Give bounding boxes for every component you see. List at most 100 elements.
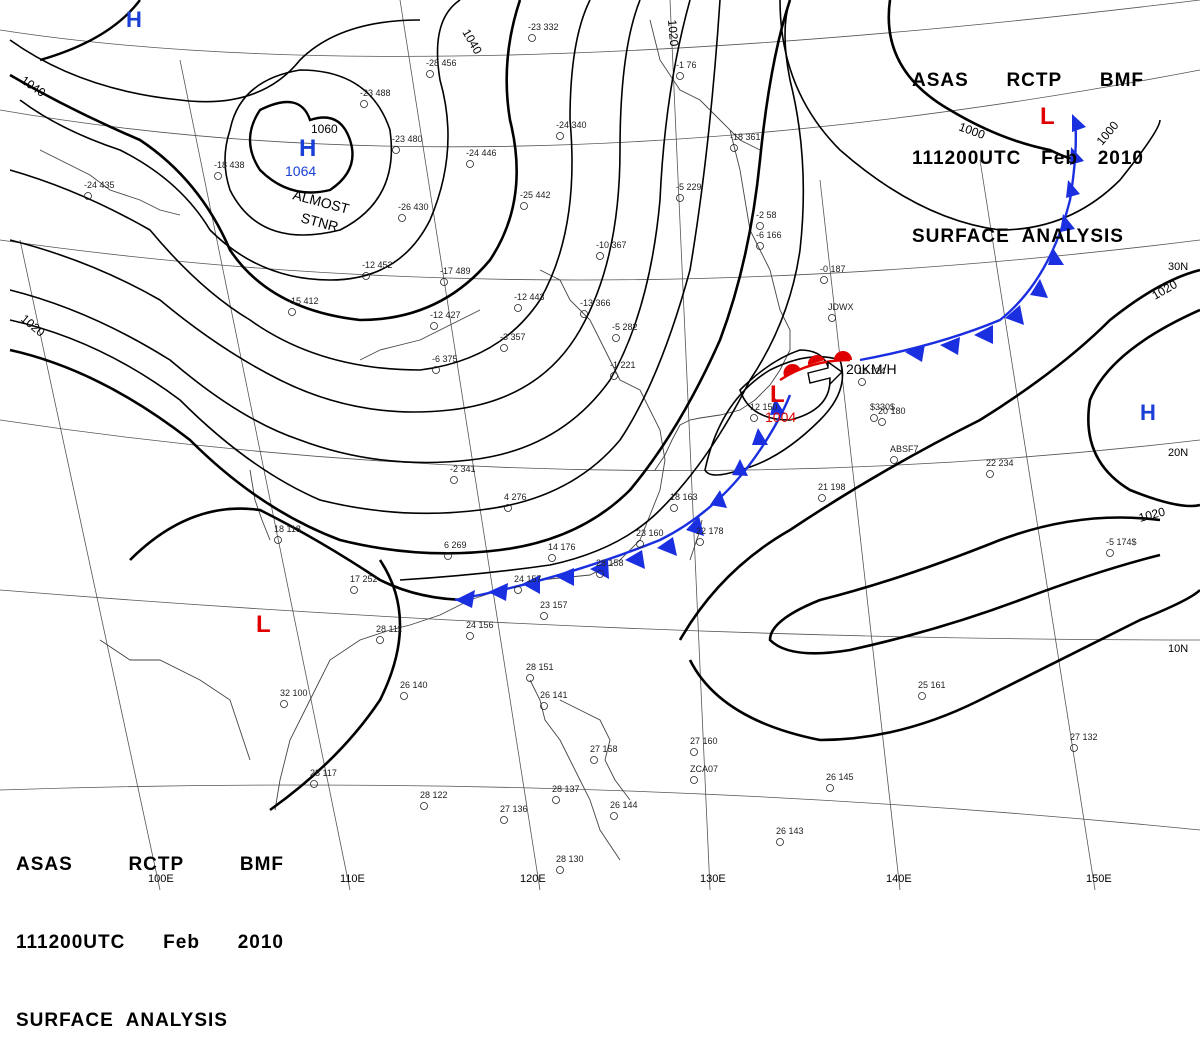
station-marker-s59	[1106, 549, 1114, 557]
station-marker-s10	[440, 278, 448, 286]
station-label-s18: -1 221	[610, 360, 636, 370]
title-code: BMF	[1099, 70, 1144, 91]
station-label-s36: 27 160	[690, 736, 718, 746]
title-line-2: 111200UTC Feb 2010	[16, 930, 284, 956]
lat-label-30n: 30N	[1168, 261, 1188, 273]
lon-line-110e	[179, 59, 351, 891]
station-label-s05: -23 480	[392, 134, 423, 144]
isobar-1056	[224, 69, 393, 236]
low-japan-symbol: L	[770, 381, 785, 408]
station-label-s62: 12 150	[750, 402, 778, 412]
title-line-3: SURFACE ANALYSIS	[16, 1008, 284, 1034]
station-label-s19: -2 341	[450, 464, 476, 474]
warm-front-semicircles	[783, 351, 852, 378]
title-agency: ASAS	[16, 854, 73, 875]
station-label-s64: JDWX	[828, 302, 854, 312]
station-label-s14: -13 366	[580, 298, 611, 308]
high-nw-symbol: H	[126, 7, 142, 32]
station-marker-s37	[420, 802, 428, 810]
china-coast	[469, 269, 666, 601]
lon-line-150e	[979, 159, 1096, 891]
station-marker-s02	[528, 34, 536, 42]
low-ne-symbol: L	[1040, 103, 1055, 130]
station-label-s30: 28 111	[376, 624, 402, 634]
station-label-s12: -12 427	[430, 310, 461, 320]
lon-label-120e: 120E	[520, 873, 546, 885]
station-label-s38: 27 136	[500, 804, 528, 814]
weather-map: H H H L L L 1064 ALMOST STNR 1004 20KM/H…	[0, 0, 1200, 891]
station-label-s34: 26 141	[540, 690, 568, 700]
station-label-s16: -3 357	[500, 332, 526, 342]
korea-gulf	[359, 309, 481, 361]
station-label-s02: -23 332	[528, 22, 559, 32]
station-label-s11: -12 452	[362, 260, 393, 270]
station-marker-s16	[500, 344, 508, 352]
isobar-1024	[9, 0, 721, 515]
station-marker-s36	[690, 748, 698, 756]
station-label-s06: -24 446	[466, 148, 497, 158]
station-label-s65: ABSF7	[890, 444, 919, 454]
fronts	[454, 114, 1086, 608]
station-marker-s41	[610, 812, 618, 820]
station-marker-s28	[466, 632, 474, 640]
station-label-s22: 14 176	[548, 542, 576, 552]
lat-label-20n: 20N	[1168, 447, 1188, 459]
station-label-s01: -28 456	[426, 58, 457, 68]
lon-line-140e	[819, 179, 901, 891]
title-year: 2010	[237, 932, 284, 953]
station-label-s52: -5 229	[676, 182, 702, 192]
station-label-s27: 23 157	[540, 600, 568, 610]
lat-line-30n	[0, 239, 1200, 281]
title-station: RCTP	[128, 854, 185, 875]
title-month: Feb	[163, 932, 200, 953]
isobar-1028	[9, 0, 691, 464]
station-label-s57: -24 435	[84, 180, 115, 190]
station-marker-s57	[84, 192, 92, 200]
lat-line-20n	[0, 419, 1200, 472]
high-east-symbol: H	[1140, 400, 1156, 425]
station-label-s09: -10 367	[596, 240, 627, 250]
isobar-1000-ne	[887, 0, 1081, 162]
station-label-s61: 18 118	[274, 524, 301, 534]
lon-line-120e	[399, 0, 541, 891]
station-marker-s51	[756, 222, 764, 230]
isobar-labels: 1040 1040 1060 1020 1020 1000 1000 1020 …	[18, 19, 1180, 525]
station-label-s15: -6 375	[432, 354, 458, 364]
lon-line-100e	[19, 239, 161, 891]
station-marker-s38	[500, 816, 508, 824]
station-label-s33: 28 151	[526, 662, 554, 672]
station-marker-s15	[432, 366, 440, 374]
station-marker-s61	[274, 536, 282, 544]
station-marker-s31	[400, 692, 408, 700]
station-marker-s58	[310, 780, 318, 788]
station-marker-s11	[362, 272, 370, 280]
isobar-1040-nw	[39, 0, 141, 62]
lat-line-50n	[0, 0, 1200, 57]
station-marker-s24	[696, 538, 704, 546]
isobar-1040	[9, 0, 522, 322]
station-label-s35: 27 158	[590, 744, 618, 754]
station-marker-s26	[514, 586, 522, 594]
lat-line-40n	[0, 69, 1200, 148]
station-marker-s20	[504, 504, 512, 512]
station-marker-s07	[398, 214, 406, 222]
station-marker-s43	[776, 838, 784, 846]
station-label-s44: 25 161	[918, 680, 946, 690]
station-marker-s25	[636, 540, 644, 548]
station-marker-s55	[288, 308, 296, 316]
map-title-top-right: ASAS RCTP BMF 111200UTC Feb 2010 SURFACE…	[912, 16, 1144, 276]
title-code: BMF	[239, 854, 284, 875]
title-line-1: ASAS RCTP BMF	[16, 852, 284, 878]
station-label-s59: -5 174$	[1106, 537, 1137, 547]
south-china-coast	[274, 599, 471, 811]
station-label-s29: 17 252	[350, 574, 378, 584]
isobar-1036	[9, 0, 591, 371]
station-label-s51: -2 58	[756, 210, 777, 220]
station-label-s08: -25 442	[520, 190, 551, 200]
station-marker-s21	[444, 552, 452, 560]
title-time: 111200UTC	[912, 148, 1022, 169]
station-label-s58: 28 117	[310, 768, 337, 778]
lat-label-10n: 10N	[1168, 643, 1188, 655]
station-label-s39: 28 137	[552, 784, 580, 794]
station-label-s55: -15 412	[288, 296, 319, 306]
